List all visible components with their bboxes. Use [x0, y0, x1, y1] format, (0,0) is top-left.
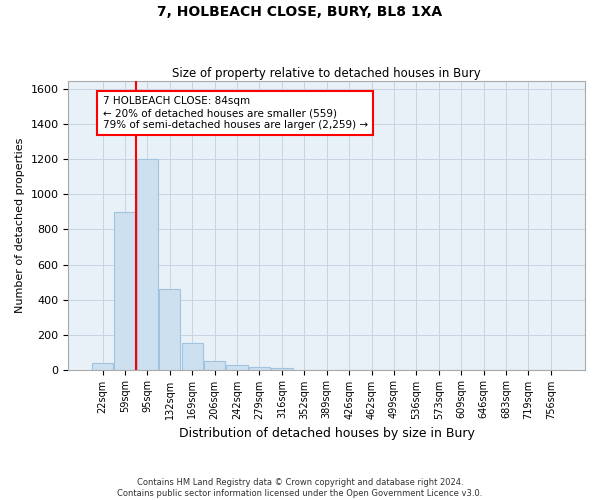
Text: 7, HOLBEACH CLOSE, BURY, BL8 1XA: 7, HOLBEACH CLOSE, BURY, BL8 1XA [157, 5, 443, 19]
Text: Contains HM Land Registry data © Crown copyright and database right 2024.
Contai: Contains HM Land Registry data © Crown c… [118, 478, 482, 498]
Bar [271, 368, 293, 370]
Bar [159, 289, 181, 370]
Bar [204, 361, 225, 370]
Bar [137, 160, 158, 370]
Bar [226, 365, 248, 370]
X-axis label: Distribution of detached houses by size in Bury: Distribution of detached houses by size … [179, 427, 475, 440]
Text: 7 HOLBEACH CLOSE: 84sqm
← 20% of detached houses are smaller (559)
79% of semi-d: 7 HOLBEACH CLOSE: 84sqm ← 20% of detache… [103, 96, 368, 130]
Bar [249, 367, 270, 370]
Title: Size of property relative to detached houses in Bury: Size of property relative to detached ho… [172, 66, 481, 80]
Y-axis label: Number of detached properties: Number of detached properties [15, 138, 25, 313]
Bar [115, 212, 136, 370]
Bar [182, 344, 203, 369]
Bar [92, 362, 113, 370]
